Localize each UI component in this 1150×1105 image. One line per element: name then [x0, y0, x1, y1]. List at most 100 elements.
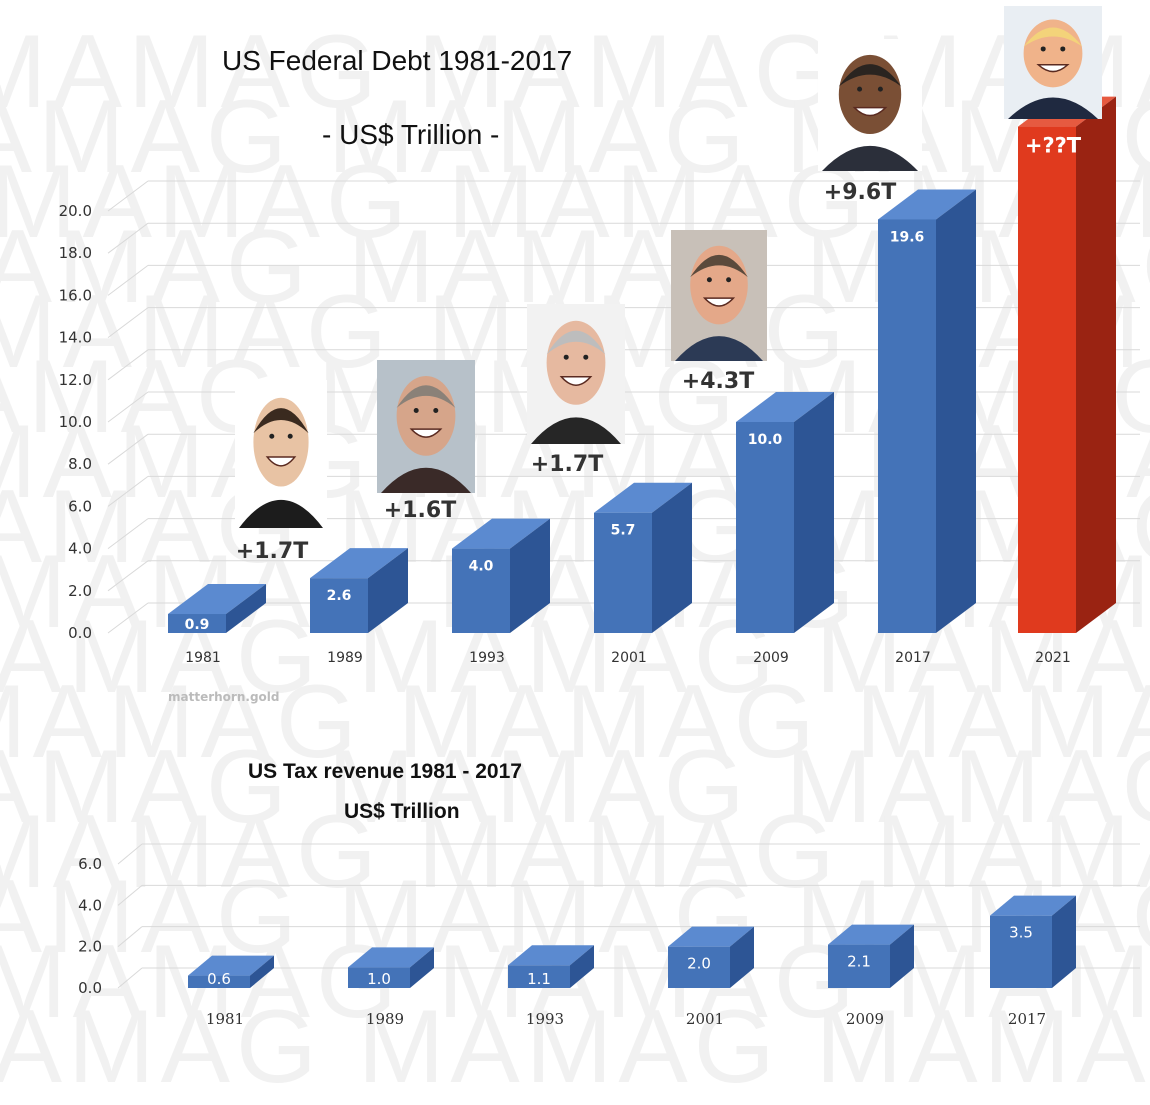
bar-value-label: 2.6: [327, 588, 352, 604]
bar-side: [368, 548, 408, 633]
bar-value-label: 0.6: [207, 970, 231, 988]
increase-annotation: +9.6T: [824, 180, 896, 205]
gridline-diag: [107, 180, 149, 212]
bar-front: [310, 578, 368, 633]
gridline-diag: [117, 884, 143, 906]
x-tick-label: 2009: [846, 1010, 884, 1028]
bill-clinton-caricature: [527, 304, 625, 444]
portrait-eye: [1040, 46, 1046, 52]
bar-2021: [1018, 96, 1116, 634]
portrait-suit: [822, 145, 918, 171]
bar-1981: [168, 584, 266, 633]
x-tick-label: 2021: [1035, 650, 1071, 666]
bar-front: [168, 614, 226, 633]
x-tick-label: 1981: [185, 650, 221, 666]
bar-value-label: 2.1: [847, 953, 871, 971]
portrait-smile: [559, 376, 593, 386]
debt-chart-subtitle: - US$ Trillion -: [322, 119, 499, 150]
ronald-reagan-caricature: [235, 380, 327, 528]
y-tick-label: 0.0: [68, 624, 92, 642]
y-tick-label: 12.0: [59, 371, 92, 389]
bar-2001: [594, 482, 692, 633]
portrait-eye: [1060, 46, 1066, 52]
bar-side: [652, 482, 692, 633]
bar-top: [668, 926, 754, 947]
portrait-eye: [857, 86, 863, 92]
bar-front: [188, 975, 250, 988]
bar-side: [570, 945, 594, 988]
portrait-eye: [877, 86, 883, 92]
bar-top: [452, 518, 550, 549]
gridline-diag: [107, 391, 149, 423]
portrait-eye: [413, 408, 419, 414]
y-tick-label: 4.0: [68, 540, 92, 558]
portrait-smile: [1036, 64, 1070, 73]
gridline-diag: [107, 349, 149, 381]
y-tick-label: 16.0: [59, 286, 92, 304]
x-tick-label: 2001: [611, 650, 647, 666]
portrait-eye: [287, 433, 293, 439]
portrait-smile: [409, 428, 443, 438]
portraits: +1.7T +1.6T +1.7T +4.3T +9.6T: [235, 6, 1102, 564]
increase-annotation: +1.6T: [384, 498, 456, 523]
bar-top: [990, 895, 1076, 916]
portrait-hair: [838, 64, 902, 87]
debt-chart: 0.0 2.0 4.0 6.0 8.0 10.0 12.0 14.0 16.0 18.0 20.0 0…: [59, 96, 1140, 666]
bar-side: [730, 926, 754, 988]
bar-top: [878, 189, 976, 220]
increase-annotation: +4.3T: [682, 369, 754, 394]
portrait-smile: [852, 106, 888, 117]
tax-chart-subtitle: US$ Trillion: [344, 800, 460, 823]
bar-value-label: 1.1: [527, 970, 551, 988]
gridline-diag: [107, 222, 149, 254]
bar-side: [226, 584, 266, 633]
bar-front: [348, 967, 410, 988]
chart-canvas: US Federal Debt 1981-2017 - US$ Trillion…: [59, 6, 1140, 1028]
debt-chart-title: US Federal Debt 1981-2017: [222, 45, 572, 76]
y-tick-label: 0.0: [78, 979, 102, 997]
increase-annotation: +1.7T: [531, 452, 603, 477]
bar-2009: [828, 924, 914, 988]
bar-side: [890, 924, 914, 988]
y-tick-label: 4.0: [78, 896, 102, 914]
portrait-smile: [265, 456, 297, 467]
bar-value-label: 1.0: [367, 970, 391, 988]
bar-front: [828, 944, 890, 988]
bar-top: [188, 955, 274, 976]
bar-value-label: 0.9: [185, 617, 210, 633]
bar-side: [250, 955, 274, 988]
portrait-hair: [690, 254, 748, 278]
bar-front: [508, 965, 570, 988]
bar-top: [168, 584, 266, 615]
gridline-diag: [107, 307, 149, 339]
gridline-diag: [107, 602, 149, 634]
x-tick-label: 2009: [753, 650, 789, 666]
bar-side: [936, 189, 976, 633]
portrait-eye: [269, 433, 275, 439]
gridline-diag: [117, 926, 143, 948]
bar-value-label: 19.6: [890, 229, 925, 245]
bar-top: [594, 482, 692, 513]
portrait-eye: [726, 277, 732, 283]
bar-2001: [668, 926, 754, 988]
portrait-eye: [706, 277, 712, 283]
bar-front: [990, 915, 1052, 988]
gridline-diag: [107, 475, 149, 507]
bar-side: [1076, 96, 1116, 634]
bar-1989: [348, 947, 434, 988]
portrait-smile: [702, 297, 736, 307]
portrait-suit: [531, 417, 621, 444]
y-tick-label: 6.0: [78, 855, 102, 873]
y-tick-label: 8.0: [68, 455, 92, 473]
tax-chart: 0.0 2.0 4.0 6.0 0.6 1981 1.0 1989 1.1 1993 2.0 2001…: [78, 843, 1140, 1028]
x-tick-label: 2017: [1008, 1010, 1046, 1028]
donald-trump-caricature: [1004, 6, 1102, 119]
bar-side: [1052, 895, 1076, 988]
bar-top: [828, 924, 914, 945]
portrait-hair: [253, 408, 309, 434]
bar-value-label: 4.0: [469, 559, 494, 575]
x-tick-label: 1993: [469, 650, 505, 666]
x-tick-label: 1981: [206, 1010, 244, 1028]
bar-value-label: +??T: [1025, 134, 1082, 158]
bar-2009: [736, 392, 834, 633]
